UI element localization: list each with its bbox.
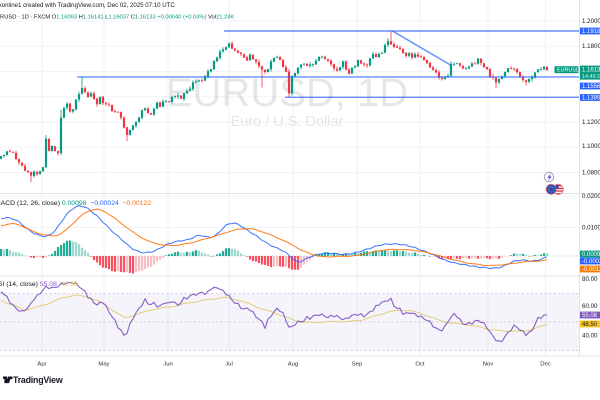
svg-text:1.2000: 1.2000 [582, 18, 600, 25]
svg-text:0.0200: 0.0200 [582, 193, 600, 200]
svg-text:1.1395: 1.1395 [582, 96, 600, 102]
svg-text:Oct: Oct [415, 362, 425, 368]
svg-text:1.1200: 1.1200 [582, 119, 600, 126]
svg-text:Apr: Apr [37, 362, 46, 368]
svg-text:Jun: Jun [163, 362, 173, 368]
svg-text:-0.0002: -0.0002 [582, 259, 600, 265]
svg-text:1.1000: 1.1000 [582, 143, 600, 150]
svg-text:1.1556: 1.1556 [582, 84, 600, 90]
svg-text:1.0800: 1.0800 [582, 170, 600, 177]
svg-text:EURUSD, 1D: EURUSD, 1D [166, 71, 408, 115]
svg-text:May: May [98, 362, 109, 368]
svg-text:1.1918: 1.1918 [582, 29, 600, 35]
svg-text:EURUSD: EURUSD [557, 68, 580, 74]
svg-text:Euro / U.S. Dollar: Euro / U.S. Dollar [231, 114, 344, 130]
svg-text:14:49:27: 14:49:27 [582, 74, 600, 80]
svg-text:MACD (12, 26, close) 0.00098: MACD (12, 26, close) 0.00098 −0.00024 −0… [0, 200, 151, 207]
svg-text:55.08: 55.08 [582, 313, 598, 319]
svg-text:48.50: 48.50 [582, 322, 598, 328]
svg-text:Dec: Dec [540, 362, 551, 368]
svg-text:Aug: Aug [288, 362, 298, 368]
svg-text:60.00: 60.00 [582, 303, 598, 310]
svg-text:Sep: Sep [352, 362, 363, 368]
svg-text:RSI (14, close) 55.08 48.50: RSI (14, close) 55.08 48.50 [0, 281, 78, 288]
svg-text:40.00: 40.00 [582, 333, 598, 340]
svg-text:1.1613: 1.1613 [582, 68, 600, 74]
svg-text:fxonline1 created with Trading: fxonline1 created with TradingView.com, … [0, 2, 175, 9]
svg-text:0.0009: 0.0009 [582, 252, 600, 258]
svg-text:0.0100: 0.0100 [582, 225, 600, 232]
svg-text:EURUSD · 1D · FXCM O1.16093 H: EURUSD · 1D · FXCM O1.16093 H1.16141 L1.… [0, 15, 234, 21]
svg-text:1.1800: 1.1800 [582, 43, 600, 50]
svg-text:Nov: Nov [483, 362, 494, 368]
svg-text:-0.0012: -0.0012 [582, 267, 600, 273]
svg-text:Jul: Jul [225, 362, 233, 368]
svg-text:80.00: 80.00 [582, 276, 598, 283]
svg-text:TradingView: TradingView [13, 375, 63, 385]
